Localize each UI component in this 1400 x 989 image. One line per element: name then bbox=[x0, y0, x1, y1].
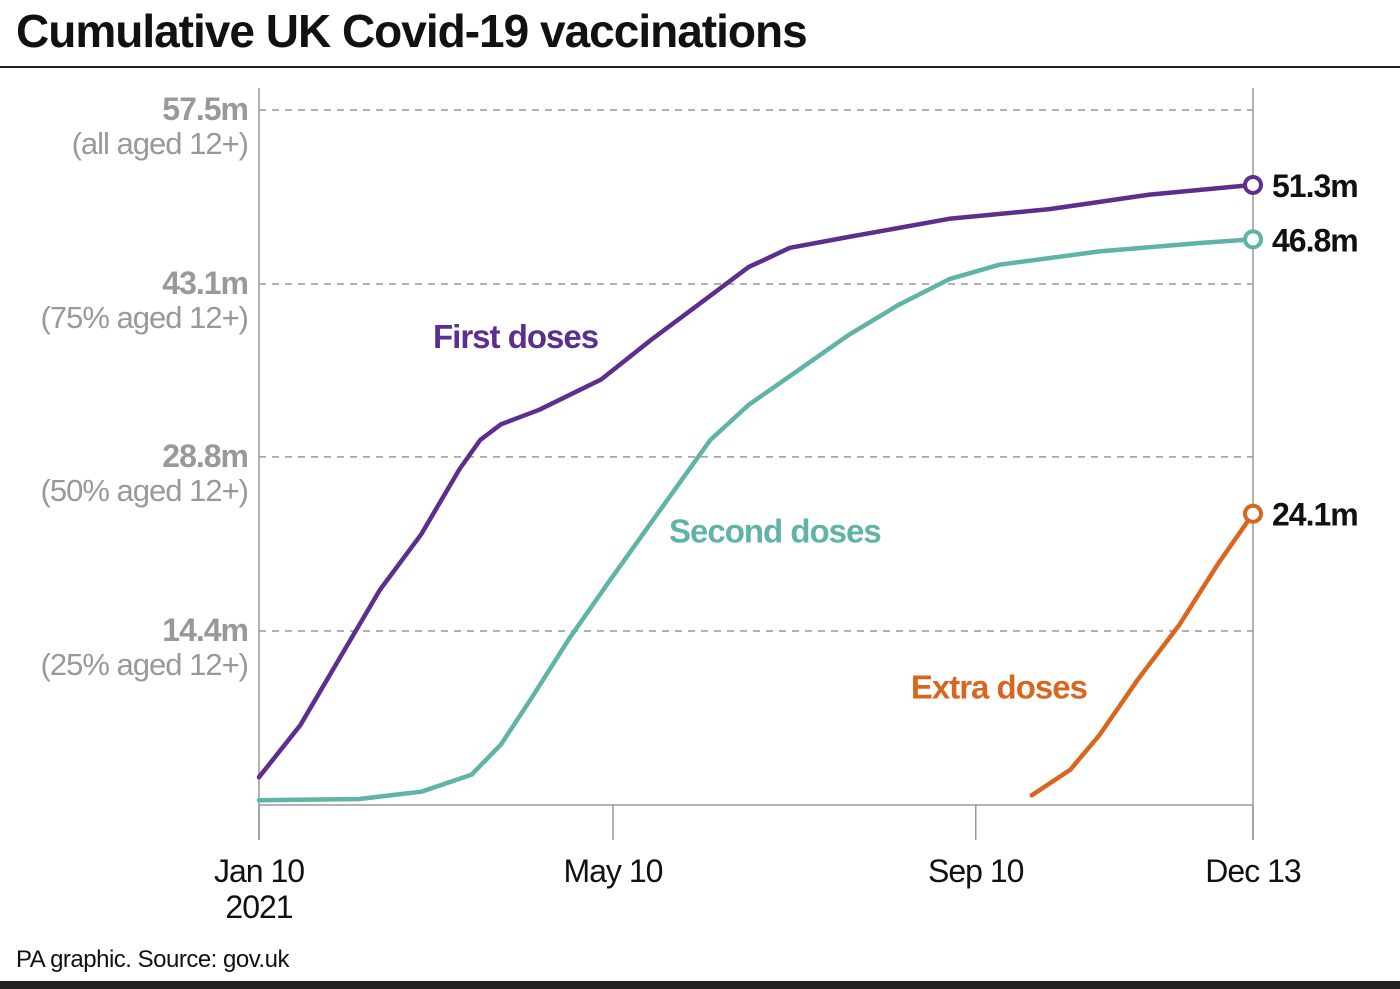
y-tick-label: 14.4m bbox=[162, 612, 248, 648]
y-tick-sublabel: (all aged 12+) bbox=[72, 126, 248, 161]
series-end-marker bbox=[1243, 174, 1263, 195]
series-line-first-doses bbox=[256, 182, 1256, 780]
y-tick-label: 28.8m bbox=[162, 438, 248, 474]
source-footer: PA graphic. Source: gov.uk bbox=[16, 946, 289, 973]
x-tick-label: May 10 bbox=[563, 853, 662, 889]
series-end-marker bbox=[1243, 229, 1263, 250]
series-name-label: Extra doses bbox=[911, 669, 1087, 706]
series-name-label: First doses bbox=[433, 318, 598, 355]
y-tick-sublabel: (75% aged 12+) bbox=[41, 300, 248, 335]
title-divider bbox=[0, 66, 1400, 68]
y-tick-label: 43.1m bbox=[162, 265, 248, 301]
x-tick-label: Sep 10 bbox=[928, 853, 1024, 889]
series-line-extra-doses bbox=[1029, 511, 1256, 798]
bottom-bar bbox=[0, 981, 1400, 989]
y-tick-sublabel: (25% aged 12+) bbox=[41, 647, 248, 682]
series-line-second-doses bbox=[256, 237, 1256, 803]
series-end-label: 46.8m bbox=[1272, 222, 1358, 258]
series-end-marker bbox=[1243, 503, 1263, 524]
y-tick-sublabel: (50% aged 12+) bbox=[41, 473, 248, 508]
chart-title: Cumulative UK Covid-19 vaccinations bbox=[16, 5, 808, 57]
x-tick-sublabel: 2021 bbox=[225, 889, 292, 925]
y-tick-label: 57.5m bbox=[162, 91, 248, 127]
series-end-label: 24.1m bbox=[1272, 497, 1358, 533]
series-end-label: 51.3m bbox=[1272, 168, 1358, 204]
x-tick-label: Dec 13 bbox=[1205, 853, 1301, 889]
x-tick-label: Jan 10 bbox=[214, 853, 304, 889]
series-name-label: Second doses bbox=[669, 513, 881, 550]
